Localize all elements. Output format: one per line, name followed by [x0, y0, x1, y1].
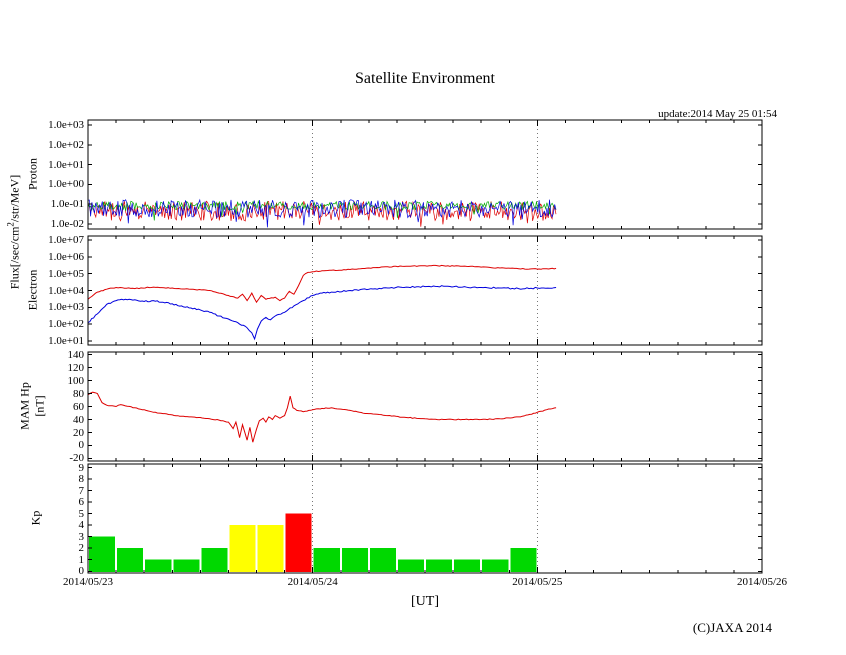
x-tick-label: 2014/05/26 [736, 576, 788, 588]
x-tick-label: 2014/05/23 [62, 576, 114, 588]
kp-y-tick-label: 0 [78, 565, 85, 578]
kp-y-tick-label: 3 [78, 530, 85, 543]
update-timestamp: update:2014 May 25 01:54 [658, 108, 777, 120]
x-axis-title: [UT] [411, 594, 439, 609]
proton-y-tick-label: 1.0e+00 [48, 178, 84, 191]
kp-y-tick-label: 5 [78, 507, 85, 520]
mam-hp-y-tick-label: 60 [73, 400, 84, 413]
copyright-notice: (C)JAXA 2014 [692, 620, 772, 635]
x-tick-label: 2014/05/25 [512, 576, 563, 588]
kp-y-tick-label: 7 [78, 484, 85, 497]
proton-y-tick-label: 1.0e+03 [48, 119, 84, 131]
electron-y-tick-label: 1.0e+04 [48, 284, 84, 297]
kp-y-tick-label: 9 [78, 461, 85, 474]
electron-y-tick-label: 1.0e+02 [48, 318, 84, 330]
electron-y-tick-label: 1.0e+05 [48, 267, 84, 280]
electron-y-tick-label: 1.0e+03 [48, 301, 84, 314]
electron-y-tick-label: 1.0e+06 [48, 251, 84, 263]
chart-title: Satellite Environment [355, 70, 495, 87]
mam-hp-y-tick-label: 40 [73, 413, 84, 426]
mam-hp-y-tick-label: 140 [67, 348, 85, 361]
kp-y-tick-label: 2 [78, 542, 85, 555]
mam-hp-y-tick-label: -20 [69, 452, 84, 465]
mam-hp-y-tick-label: 0 [78, 439, 85, 452]
proton-y-tick-label: 1.0e-02 [50, 218, 84, 230]
proton-y-tick-label: 1.0e+01 [48, 158, 84, 171]
proton-y-tick-label: 1.0e-01 [50, 198, 84, 211]
kp-y-tick-label: 6 [78, 496, 85, 509]
kp-y-tick-label: 8 [78, 473, 85, 485]
x-tick-label: 2014/05/24 [287, 576, 338, 588]
mam-hp-y-tick-label: 20 [73, 426, 84, 439]
kp-y-tick-label: 1 [78, 553, 85, 566]
electron-y-tick-label: 1.0e+01 [48, 334, 84, 347]
mam-hp-y-tick-label: 100 [67, 374, 85, 387]
proton-y-tick-label: 1.0e+02 [48, 138, 84, 151]
electron-y-tick-label: 1.0e+07 [48, 234, 84, 247]
mam-hp-y-tick-label: 80 [73, 387, 84, 400]
mam-hp-y-tick-label: 120 [67, 361, 85, 374]
kp-y-tick-label: 4 [78, 519, 85, 532]
